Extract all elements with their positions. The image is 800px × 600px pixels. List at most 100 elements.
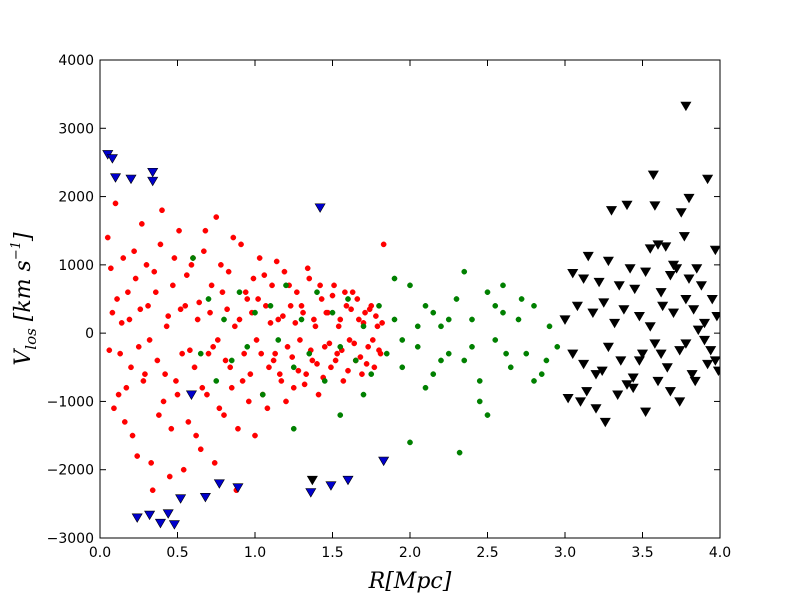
data-point (205, 350, 212, 357)
data-point (199, 384, 206, 391)
data-point (218, 262, 224, 268)
data-point-triangle (109, 173, 122, 183)
data-point (317, 282, 323, 289)
data-point (290, 364, 297, 371)
data-point (171, 255, 178, 261)
data-point (224, 306, 230, 313)
x-tick-label: 2.5 (476, 545, 498, 561)
y-tick-label: −3000 (47, 531, 94, 547)
data-point (128, 364, 134, 371)
data-point (173, 378, 179, 384)
data-point (484, 412, 491, 418)
data-point (129, 432, 136, 439)
data-point (156, 412, 162, 418)
data-point (168, 425, 175, 432)
data-point (430, 309, 437, 316)
data-point-triangle (657, 301, 669, 312)
data-point-triangle (649, 339, 661, 349)
data-point (205, 296, 212, 302)
data-point (456, 449, 463, 456)
data-point (314, 361, 320, 367)
data-point-triangle (605, 206, 618, 216)
data-point-triangle (702, 174, 714, 185)
data-point-triangle (627, 383, 639, 394)
data-point (281, 268, 288, 275)
data-point (187, 347, 193, 354)
data-point-triangle (578, 359, 590, 370)
data-point-triangle (144, 510, 156, 521)
data-point (323, 309, 330, 316)
y-tick-label: 3000 (58, 121, 94, 137)
data-point (185, 419, 192, 425)
data-point (290, 384, 297, 391)
data-point-triangle (678, 232, 690, 242)
y-tick-label: −2000 (47, 463, 94, 479)
data-point-triangle (596, 366, 608, 377)
plot-frame (99, 59, 721, 539)
data-point (207, 309, 213, 316)
y-tick-label: 2000 (58, 190, 94, 206)
data-point (337, 316, 344, 323)
data-point (104, 234, 111, 241)
data-point (170, 282, 176, 289)
data-point (297, 337, 303, 343)
data-point (204, 391, 210, 398)
data-point (258, 350, 265, 357)
plot-points (102, 101, 720, 530)
data-point (366, 306, 373, 313)
data-point (379, 320, 385, 326)
data-point (182, 302, 189, 309)
x-tick-label: 2.0 (399, 545, 421, 561)
data-point-triangle (698, 318, 711, 329)
data-point (304, 265, 311, 272)
data-point (250, 275, 257, 282)
data-point-triangle (175, 494, 187, 504)
data-point (359, 371, 365, 377)
data-point-triangle (671, 264, 683, 274)
data-point (188, 262, 195, 268)
data-point (149, 487, 156, 494)
data-point (114, 296, 120, 302)
data-point (335, 323, 342, 330)
data-point (118, 320, 125, 326)
data-point (235, 425, 241, 432)
data-point (287, 302, 294, 309)
data-point (134, 453, 141, 459)
data-point (109, 309, 116, 316)
data-point-triangle (655, 288, 667, 298)
data-point-triangle (692, 325, 704, 336)
data-point-triangle (705, 346, 717, 356)
data-point-triangle (680, 339, 692, 349)
data-point (343, 302, 350, 309)
data-point (329, 309, 336, 316)
data-point (318, 296, 325, 302)
data-point (469, 316, 475, 323)
data-point (159, 207, 165, 214)
data-point (202, 227, 209, 234)
data-point-triangle (644, 244, 656, 254)
data-point-triangle (306, 475, 318, 486)
data-point-triangle (640, 407, 652, 418)
data-point-triangle (644, 322, 656, 332)
series-1 (190, 255, 561, 456)
data-point-triangle (667, 308, 680, 318)
data-point (461, 268, 468, 275)
data-point (292, 320, 299, 326)
data-point (115, 391, 122, 398)
data-point (438, 323, 444, 330)
data-point (360, 323, 367, 330)
data-point-triangle (691, 264, 703, 274)
x-axis-ticks: 0.0 0.5 1.0 1.5 2.0 2.5 3.0 3.5 4.0 (89, 60, 731, 561)
data-point (176, 227, 182, 234)
y-tick-label: 1000 (58, 258, 94, 274)
data-point (214, 337, 221, 343)
data-point (267, 302, 274, 309)
data-point (146, 337, 153, 343)
data-point (391, 316, 398, 323)
data-point (125, 289, 131, 296)
data-point (546, 323, 553, 330)
data-point (183, 272, 190, 278)
data-point (252, 432, 258, 439)
data-point (306, 275, 313, 282)
